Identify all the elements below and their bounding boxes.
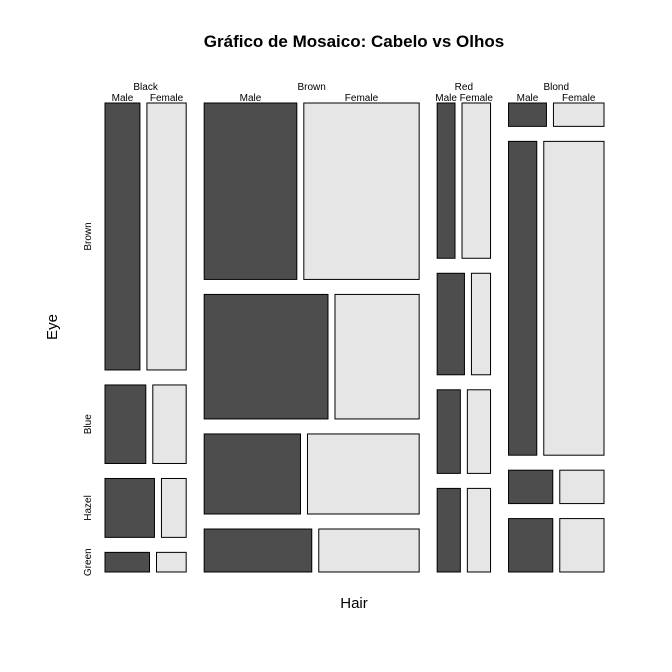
sex-label-red-male: Male — [435, 93, 457, 104]
tile-red-brown-female — [461, 102, 492, 259]
tile-brown-hazel-male — [203, 433, 301, 515]
tile-red-blue-female — [470, 272, 492, 376]
tile-red-blue-male — [436, 272, 465, 376]
tile-blond-green-female — [559, 518, 605, 573]
tile-black-hazel-female — [160, 477, 187, 538]
sex-label-blond-male: Male — [517, 93, 539, 104]
tile-red-green-male — [436, 487, 461, 573]
eye-label-blue: Blue — [83, 414, 94, 434]
sex-label-black-female: Female — [150, 93, 184, 104]
tile-blond-green-male — [508, 518, 554, 573]
tile-blond-hazel-male — [508, 469, 554, 505]
eye-label-green: Green — [83, 548, 94, 576]
tile-black-brown-female — [146, 102, 187, 371]
sex-label-red-female: Female — [460, 93, 494, 104]
tile-brown-blue-male — [203, 293, 329, 420]
tile-black-green-female — [156, 551, 187, 573]
tile-brown-green-female — [318, 528, 420, 573]
tile-brown-blue-female — [334, 293, 420, 420]
tile-blond-brown-male — [508, 102, 547, 127]
eye-label-hazel: Hazel — [83, 495, 94, 521]
tile-brown-brown-female — [303, 102, 420, 280]
tile-brown-green-male — [203, 528, 313, 573]
sex-label-brown-male: Male — [240, 93, 262, 104]
tile-brown-hazel-female — [306, 433, 420, 515]
hair-label-red: Red — [455, 82, 473, 93]
sex-label-black-male: Male — [112, 93, 134, 104]
sex-label-blond-female: Female — [562, 93, 596, 104]
y-axis-label: Eye — [44, 314, 61, 340]
hair-label-brown: Brown — [297, 82, 325, 93]
tile-red-hazel-female — [466, 389, 492, 474]
hair-label-blond: Blond — [543, 82, 569, 93]
chart-title: Gráfico de Mosaico: Cabelo vs Olhos — [204, 32, 504, 51]
tile-blond-blue-male — [508, 140, 538, 456]
tile-red-hazel-male — [436, 389, 461, 474]
tile-blond-hazel-female — [559, 469, 605, 505]
sex-label-brown-female: Female — [345, 93, 379, 104]
eye-label-brown: Brown — [83, 222, 94, 250]
x-axis-label: Hair — [340, 595, 368, 612]
tile-brown-brown-male — [203, 102, 298, 280]
mosaic-tiles — [104, 102, 605, 573]
tile-blond-brown-female — [552, 102, 605, 127]
tile-red-brown-male — [436, 102, 456, 259]
tile-black-blue-female — [152, 384, 187, 464]
tile-blond-blue-female — [543, 140, 605, 456]
hair-label-black: Black — [133, 82, 158, 93]
tile-black-blue-male — [104, 384, 147, 464]
tile-red-green-female — [466, 487, 492, 573]
tile-black-brown-male — [104, 102, 141, 371]
tile-black-green-male — [104, 551, 151, 573]
tile-black-hazel-male — [104, 477, 155, 538]
